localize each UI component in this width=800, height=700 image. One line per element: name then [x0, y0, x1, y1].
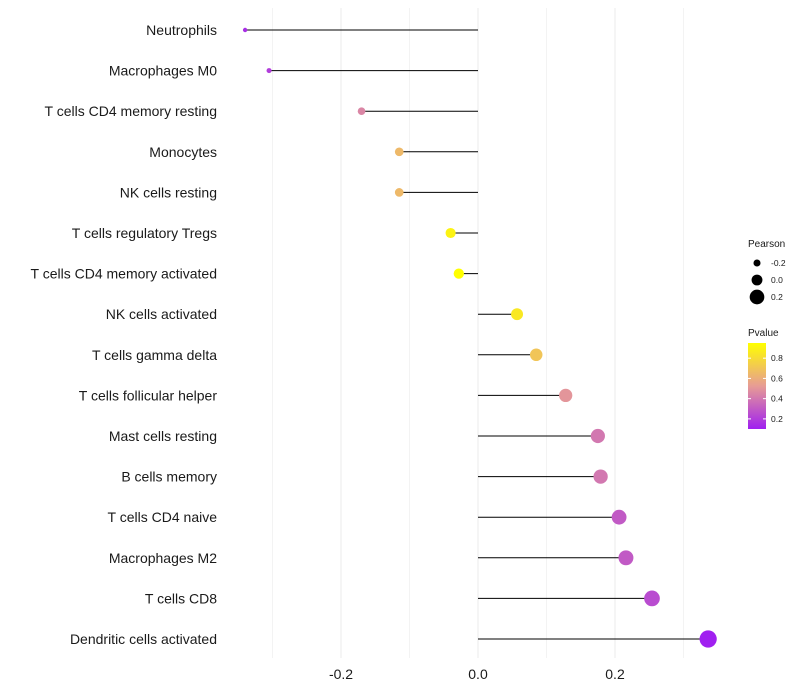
legend-pearson: Pearson -0.2 0.0 0.2	[748, 239, 786, 305]
category-label: T cells CD4 naive	[108, 509, 218, 525]
data-point	[618, 550, 634, 566]
category-labels: Neutrophils Macrophages M0 T cells CD4 mem…	[31, 22, 218, 647]
legend-pvalue-label: 0.2	[771, 414, 783, 424]
data-point	[699, 630, 717, 648]
category-label: T cells CD8	[145, 590, 217, 606]
legend-pearson-title: Pearson	[748, 239, 785, 250]
lollipop-points	[242, 27, 717, 648]
legend-pearson-key	[753, 259, 761, 267]
data-point	[357, 107, 366, 116]
data-point	[445, 227, 456, 239]
category-label: Mast cells resting	[109, 428, 217, 444]
category-label: Neutrophils	[146, 22, 217, 38]
category-label: Dendritic cells activated	[70, 631, 217, 647]
legend-pvalue-label: 0.8	[771, 353, 783, 363]
data-point	[644, 590, 660, 607]
legend-pearson-key	[749, 289, 765, 305]
category-label: Macrophages M2	[109, 550, 217, 566]
category-label: T cells gamma delta	[92, 347, 217, 363]
category-label: T cells follicular helper	[79, 387, 218, 403]
category-label: T cells CD4 memory activated	[31, 266, 217, 282]
data-point	[511, 308, 524, 321]
legend-pearson-label: 0.2	[771, 292, 783, 302]
data-point	[590, 428, 605, 444]
lollipop-stems	[245, 29, 709, 640]
legend-pvalue-colorbar	[748, 343, 766, 429]
category-label: T cells CD4 memory resting	[45, 103, 217, 119]
x-axis-tick-labels: -0.2 0.0 0.2	[329, 666, 625, 682]
data-point	[266, 68, 272, 74]
legend-pvalue: Pvalue 0.8 0.6 0.4 0.2	[748, 328, 783, 429]
category-label: B cells memory	[121, 469, 217, 485]
data-point	[394, 188, 404, 197]
category-label: NK cells resting	[120, 184, 217, 200]
data-point	[453, 268, 464, 279]
data-point	[593, 469, 608, 484]
legend-pvalue-label: 0.6	[771, 373, 783, 383]
x-tick-label: 0.2	[605, 666, 625, 682]
data-point	[611, 509, 627, 525]
x-tick-label: 0.0	[468, 666, 488, 682]
category-label: Macrophages M0	[109, 63, 217, 79]
data-point	[394, 147, 404, 157]
legend-pearson-label: -0.2	[771, 258, 786, 268]
grid-lines	[272, 8, 684, 658]
category-label: T cells regulatory Tregs	[72, 225, 217, 241]
category-label: NK cells activated	[106, 306, 217, 322]
category-label: Monocytes	[149, 144, 217, 160]
data-point	[559, 388, 573, 403]
data-point	[529, 348, 543, 362]
legend-pvalue-title: Pvalue	[748, 328, 779, 339]
legend-pearson-label: 0.0	[771, 275, 783, 285]
x-tick-label: -0.2	[329, 666, 353, 682]
data-point	[242, 27, 248, 33]
legend-pearson-key	[751, 274, 763, 286]
legend-pvalue-label: 0.4	[771, 394, 783, 404]
